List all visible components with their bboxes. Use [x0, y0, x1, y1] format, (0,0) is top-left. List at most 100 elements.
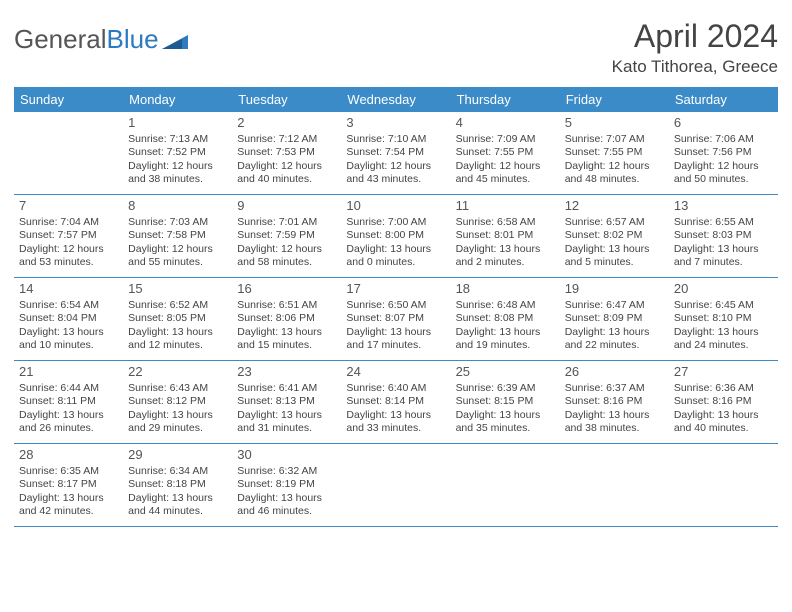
sunrise-text: Sunrise: 6:44 AM [19, 382, 118, 395]
logo: GeneralBlue [14, 18, 188, 55]
sunrise-text: Sunrise: 7:10 AM [346, 133, 445, 146]
daylight-text: Daylight: 12 hours [674, 160, 773, 173]
sunset-text: Sunset: 7:54 PM [346, 146, 445, 159]
week-row: 21Sunrise: 6:44 AMSunset: 8:11 PMDayligh… [14, 361, 778, 444]
daylight-text: Daylight: 13 hours [456, 409, 555, 422]
sunset-text: Sunset: 8:02 PM [565, 229, 664, 242]
sunset-text: Sunset: 7:59 PM [237, 229, 336, 242]
daylight-text: Daylight: 13 hours [456, 243, 555, 256]
day-number: 11 [456, 198, 555, 215]
day-number: 26 [565, 364, 664, 381]
sunrise-text: Sunrise: 7:12 AM [237, 133, 336, 146]
day-number: 18 [456, 281, 555, 298]
day-cell: 11Sunrise: 6:58 AMSunset: 8:01 PMDayligh… [451, 195, 560, 277]
day-cell: 25Sunrise: 6:39 AMSunset: 8:15 PMDayligh… [451, 361, 560, 443]
day-cell: 4Sunrise: 7:09 AMSunset: 7:55 PMDaylight… [451, 112, 560, 194]
daylight-text: and 40 minutes. [237, 173, 336, 186]
logo-text-general: General [14, 24, 107, 55]
day-header-cell: Sunday [14, 87, 123, 112]
day-cell: 1Sunrise: 7:13 AMSunset: 7:52 PMDaylight… [123, 112, 232, 194]
day-number: 22 [128, 364, 227, 381]
daylight-text: and 46 minutes. [237, 505, 336, 518]
daylight-text: Daylight: 12 hours [346, 160, 445, 173]
sunrise-text: Sunrise: 7:00 AM [346, 216, 445, 229]
sunset-text: Sunset: 8:04 PM [19, 312, 118, 325]
sunrise-text: Sunrise: 6:45 AM [674, 299, 773, 312]
sunrise-text: Sunrise: 6:57 AM [565, 216, 664, 229]
daylight-text: and 2 minutes. [456, 256, 555, 269]
day-cell: 9Sunrise: 7:01 AMSunset: 7:59 PMDaylight… [232, 195, 341, 277]
daylight-text: and 7 minutes. [674, 256, 773, 269]
sunset-text: Sunset: 7:55 PM [565, 146, 664, 159]
sunrise-text: Sunrise: 7:09 AM [456, 133, 555, 146]
week-row: 1Sunrise: 7:13 AMSunset: 7:52 PMDaylight… [14, 112, 778, 195]
sunrise-text: Sunrise: 6:50 AM [346, 299, 445, 312]
empty-cell [669, 444, 778, 526]
day-cell: 30Sunrise: 6:32 AMSunset: 8:19 PMDayligh… [232, 444, 341, 526]
daylight-text: and 38 minutes. [128, 173, 227, 186]
daylight-text: Daylight: 13 hours [346, 243, 445, 256]
empty-cell [451, 444, 560, 526]
day-number: 14 [19, 281, 118, 298]
day-cell: 16Sunrise: 6:51 AMSunset: 8:06 PMDayligh… [232, 278, 341, 360]
day-cell: 15Sunrise: 6:52 AMSunset: 8:05 PMDayligh… [123, 278, 232, 360]
daylight-text: Daylight: 12 hours [128, 160, 227, 173]
day-number: 27 [674, 364, 773, 381]
sunset-text: Sunset: 8:18 PM [128, 478, 227, 491]
sunrise-text: Sunrise: 6:35 AM [19, 465, 118, 478]
daylight-text: Daylight: 13 hours [565, 326, 664, 339]
daylight-text: and 26 minutes. [19, 422, 118, 435]
day-header-cell: Tuesday [232, 87, 341, 112]
day-number: 6 [674, 115, 773, 132]
sunset-text: Sunset: 8:01 PM [456, 229, 555, 242]
daylight-text: and 43 minutes. [346, 173, 445, 186]
day-number: 30 [237, 447, 336, 464]
day-header-cell: Friday [560, 87, 669, 112]
sunrise-text: Sunrise: 6:40 AM [346, 382, 445, 395]
sunset-text: Sunset: 8:03 PM [674, 229, 773, 242]
empty-cell [560, 444, 669, 526]
daylight-text: Daylight: 13 hours [237, 326, 336, 339]
daylight-text: and 15 minutes. [237, 339, 336, 352]
daylight-text: and 29 minutes. [128, 422, 227, 435]
sunset-text: Sunset: 8:09 PM [565, 312, 664, 325]
daylight-text: Daylight: 13 hours [346, 409, 445, 422]
header: GeneralBlue April 2024 Kato Tithorea, Gr… [14, 18, 778, 77]
day-cell: 14Sunrise: 6:54 AMSunset: 8:04 PMDayligh… [14, 278, 123, 360]
sunrise-text: Sunrise: 6:36 AM [674, 382, 773, 395]
day-number: 20 [674, 281, 773, 298]
day-cell: 23Sunrise: 6:41 AMSunset: 8:13 PMDayligh… [232, 361, 341, 443]
day-cell: 5Sunrise: 7:07 AMSunset: 7:55 PMDaylight… [560, 112, 669, 194]
day-cell: 19Sunrise: 6:47 AMSunset: 8:09 PMDayligh… [560, 278, 669, 360]
daylight-text: Daylight: 12 hours [237, 243, 336, 256]
day-number: 5 [565, 115, 664, 132]
daylight-text: and 12 minutes. [128, 339, 227, 352]
sunset-text: Sunset: 8:10 PM [674, 312, 773, 325]
sunset-text: Sunset: 8:17 PM [19, 478, 118, 491]
month-title: April 2024 [612, 18, 778, 55]
day-number: 1 [128, 115, 227, 132]
sunrise-text: Sunrise: 6:51 AM [237, 299, 336, 312]
daylight-text: Daylight: 13 hours [128, 492, 227, 505]
day-header-row: SundayMondayTuesdayWednesdayThursdayFrid… [14, 87, 778, 112]
daylight-text: and 53 minutes. [19, 256, 118, 269]
day-header-cell: Saturday [669, 87, 778, 112]
daylight-text: and 31 minutes. [237, 422, 336, 435]
daylight-text: Daylight: 12 hours [237, 160, 336, 173]
daylight-text: and 38 minutes. [565, 422, 664, 435]
daylight-text: and 44 minutes. [128, 505, 227, 518]
sunrise-text: Sunrise: 6:34 AM [128, 465, 227, 478]
day-cell: 28Sunrise: 6:35 AMSunset: 8:17 PMDayligh… [14, 444, 123, 526]
daylight-text: Daylight: 13 hours [674, 326, 773, 339]
day-number: 7 [19, 198, 118, 215]
sunrise-text: Sunrise: 6:48 AM [456, 299, 555, 312]
sunset-text: Sunset: 8:16 PM [565, 395, 664, 408]
sunset-text: Sunset: 7:53 PM [237, 146, 336, 159]
day-cell: 8Sunrise: 7:03 AMSunset: 7:58 PMDaylight… [123, 195, 232, 277]
sunrise-text: Sunrise: 6:39 AM [456, 382, 555, 395]
sunset-text: Sunset: 8:13 PM [237, 395, 336, 408]
sunrise-text: Sunrise: 7:04 AM [19, 216, 118, 229]
sunrise-text: Sunrise: 7:03 AM [128, 216, 227, 229]
daylight-text: and 50 minutes. [674, 173, 773, 186]
day-number: 29 [128, 447, 227, 464]
